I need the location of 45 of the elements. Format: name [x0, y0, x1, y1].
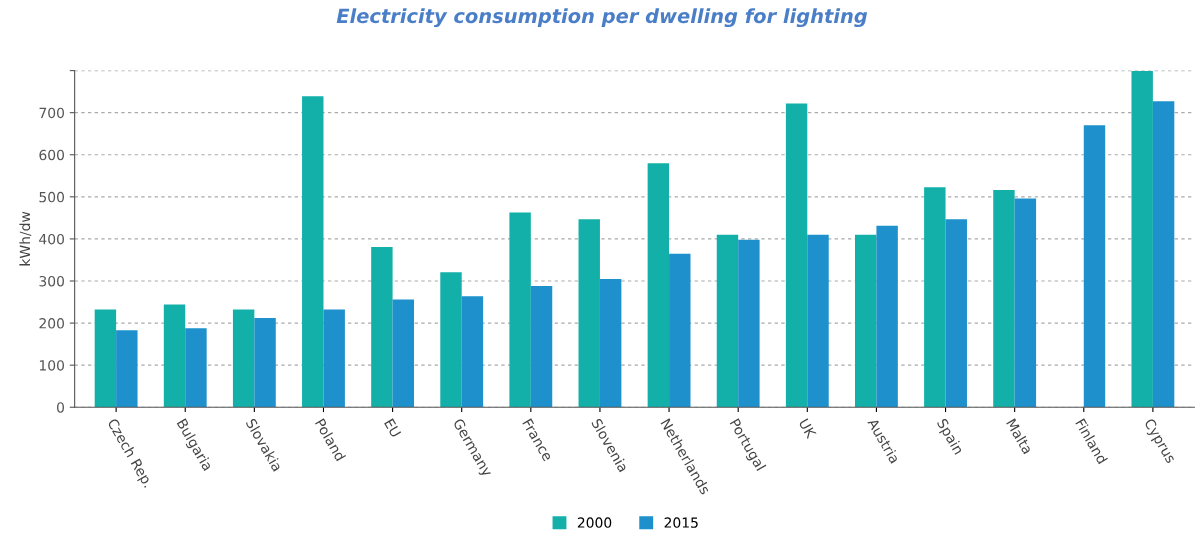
- bar: [807, 234, 829, 408]
- bar: [163, 304, 186, 408]
- bar: [578, 219, 600, 408]
- bar: [530, 286, 553, 408]
- bar: [1083, 125, 1106, 408]
- y-axis-title: kWh/dw: [19, 211, 32, 266]
- legend-label: 2000: [577, 517, 612, 528]
- bar: [785, 103, 808, 408]
- bar: [855, 234, 877, 408]
- bar: [1131, 71, 1153, 408]
- x-tick-label: UK: [798, 418, 817, 440]
- x-tick-label: EU: [383, 418, 402, 438]
- bar: [924, 187, 946, 408]
- bar: [738, 239, 760, 408]
- bar: [371, 246, 393, 408]
- bar: [302, 96, 324, 408]
- chart-title: Electricity consumption per dwelling for lighting: [336, 8, 868, 28]
- bar: [392, 299, 415, 408]
- y-tick-label: 400: [39, 233, 64, 245]
- bar: [232, 309, 255, 408]
- bar: [116, 330, 138, 408]
- y-tick-label: 600: [39, 149, 64, 161]
- y-tick-label: 700: [39, 107, 64, 119]
- bar: [876, 225, 898, 408]
- legend-label: 2015: [664, 517, 698, 528]
- y-tick-label: 0: [57, 402, 64, 413]
- bar: [716, 234, 739, 408]
- bar: [509, 212, 531, 408]
- bar: [185, 328, 207, 408]
- bar: [669, 253, 691, 408]
- y-tick-label: 300: [39, 275, 64, 287]
- y-tick-label: 500: [39, 191, 64, 203]
- bar: [254, 318, 276, 408]
- bar: [94, 309, 117, 408]
- y-tick-label: 200: [39, 318, 64, 329]
- bar: [599, 278, 622, 408]
- bar: [440, 272, 462, 408]
- bar: [1152, 101, 1175, 408]
- bar: [461, 296, 484, 408]
- bar: [993, 190, 1015, 408]
- bar: [647, 163, 670, 408]
- bar: [323, 309, 345, 408]
- bar: [1014, 198, 1037, 408]
- y-tick-label: 100: [39, 360, 64, 371]
- bar: [945, 219, 967, 408]
